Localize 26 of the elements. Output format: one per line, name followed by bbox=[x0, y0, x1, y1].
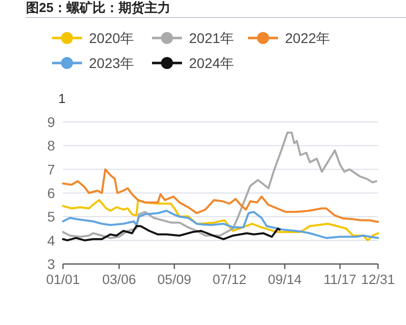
line-series bbox=[62, 132, 378, 239]
y-axis-title: 1 bbox=[58, 91, 66, 106]
chart-title: 图25：螺矿比：期货主力 bbox=[26, 0, 170, 15]
x-tick-label: 07/12 bbox=[212, 272, 246, 287]
x-tick-label: 09/14 bbox=[268, 272, 302, 287]
y-tick-label: 6 bbox=[47, 185, 56, 201]
x-tick-label: 01/01 bbox=[46, 272, 80, 287]
x-tick-label: 12/31 bbox=[361, 272, 395, 287]
legend-label: 2024年 bbox=[189, 55, 234, 71]
y-tick-label: 4 bbox=[47, 232, 56, 248]
legend-label: 2021年 bbox=[189, 30, 234, 46]
legend-label: 2023年 bbox=[89, 55, 134, 71]
y-tick-label: 5 bbox=[47, 208, 56, 225]
y-tick-label: 9 bbox=[47, 114, 56, 130]
line-series bbox=[62, 199, 379, 242]
legend-label: 2020年 bbox=[89, 30, 134, 46]
line-series bbox=[62, 225, 281, 242]
x-tick-label: 11/17 bbox=[324, 272, 356, 287]
legend-label: 2022年 bbox=[285, 30, 330, 46]
line-series bbox=[62, 210, 379, 239]
x-tick-label: 05/09 bbox=[157, 272, 192, 287]
x-tick-label: 03/06 bbox=[102, 272, 136, 287]
y-tick-label: 7 bbox=[47, 161, 56, 178]
y-tick-label: 3 bbox=[47, 256, 56, 272]
y-tick-label: 8 bbox=[47, 138, 56, 154]
line-series bbox=[62, 168, 379, 223]
